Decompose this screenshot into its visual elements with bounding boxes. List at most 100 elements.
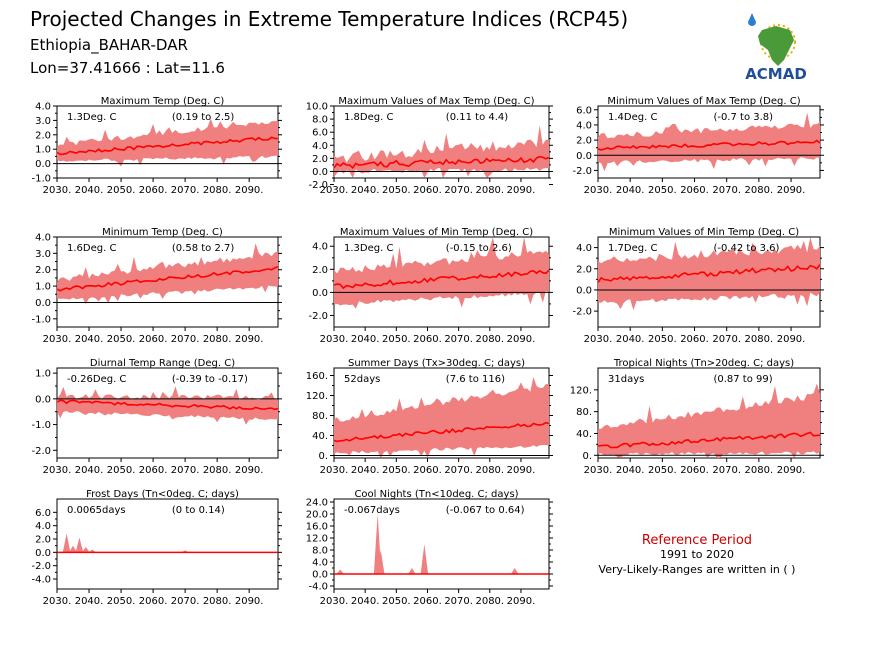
x-tick-label: 2070. — [171, 596, 200, 607]
x-tick-label: 2070. — [712, 465, 741, 476]
y-tick-label: 0.0 — [576, 285, 592, 296]
change-value: -0.26Deg. C — [67, 374, 126, 385]
x-tick-label: 2040. — [351, 334, 380, 345]
x-tick-label: 2050. — [107, 185, 136, 196]
x-tick-label: 2070. — [171, 334, 200, 345]
very-likely-range: (-0.42 to 3.6) — [713, 243, 779, 254]
x-tick-label: 2080. — [475, 465, 504, 476]
x-tick-label: 2040. — [616, 334, 645, 345]
y-tick-label: 4.0 — [312, 242, 328, 253]
change-value: 1.4Deg. C — [608, 112, 657, 123]
y-tick-label: 0.0 — [312, 288, 328, 299]
y-tick-label: 1.0 — [35, 369, 51, 380]
reference-years: 1991 to 2020 — [660, 548, 734, 561]
x-tick-label: 2050. — [382, 334, 411, 345]
very-likely-range: (-0.7 to 3.8) — [713, 112, 773, 123]
y-tick-label: 4.0 — [35, 102, 51, 113]
spike-mark-3 — [377, 550, 385, 574]
x-tick-label: 2090. — [235, 185, 264, 196]
median-line — [56, 265, 279, 292]
plot-frame — [56, 498, 279, 590]
y-tick-label: 0. — [582, 451, 592, 462]
x-tick-label: 2090. — [235, 596, 264, 607]
y-tick-label: 6.0 — [35, 508, 51, 519]
reference-period-label: Reference Period — [642, 533, 752, 548]
panel-title: Tropical Nights (Tn>20deg. C; days) — [613, 358, 794, 369]
likely-range-band — [334, 237, 549, 309]
x-tick-label: 2070. — [444, 185, 473, 196]
y-tick-label: 2.0 — [576, 136, 592, 147]
x-tick-label: 2060. — [139, 596, 168, 607]
likely-range-band — [334, 376, 549, 458]
spike-mark-1 — [62, 533, 71, 553]
x-tick-label: 2040. — [616, 185, 645, 196]
x-tick-label: 2090. — [507, 185, 536, 196]
spike-mark-1 — [336, 569, 344, 574]
likely-range-band — [57, 118, 278, 167]
x-tick-label: 2030. — [320, 596, 349, 607]
y-tick-label: 8.0 — [312, 546, 328, 557]
y-tick-label: 6.0 — [312, 128, 328, 139]
y-tick-label: 0.0 — [312, 570, 328, 581]
africa-icon — [758, 26, 794, 66]
x-tick-label: 2080. — [203, 596, 232, 607]
x-tick-label: 2040. — [351, 596, 380, 607]
x-tick-label: 2050. — [107, 334, 136, 345]
x-tick-label: 2030. — [43, 465, 72, 476]
y-tick-label: 24.0 — [306, 498, 328, 509]
panel-title: Diurnal Temp Range (Deg. C) — [90, 358, 235, 369]
change-value: 1.6Deg. C — [67, 243, 116, 254]
y-tick-label: 0.0 — [35, 159, 51, 170]
y-tick-label: -2.0 — [31, 561, 51, 572]
spike-mark-3 — [75, 537, 84, 553]
y-tick-label: 0. — [318, 451, 328, 462]
y-tick-label: 80. — [576, 407, 592, 418]
coords-label: Lon=37.41666 : Lat=11.6 — [30, 59, 225, 77]
median-line — [56, 136, 279, 156]
change-value: 0.0065days — [67, 505, 126, 516]
panel-title: Minimum Values of Min Temp (Deg. C) — [609, 227, 799, 238]
x-tick-label: 2060. — [413, 185, 442, 196]
x-tick-label: 2070. — [444, 334, 473, 345]
x-tick-label: 2050. — [648, 185, 677, 196]
y-tick-label: 3.0 — [35, 249, 51, 260]
panel-title: Minimum Temp (Deg. C) — [102, 227, 223, 238]
change-value: 52days — [344, 374, 380, 385]
x-tick-label: 2040. — [616, 465, 645, 476]
y-tick-label: -1.0 — [31, 314, 51, 325]
likely-range-band — [598, 383, 820, 458]
y-tick-label: 2.0 — [312, 154, 328, 165]
x-tick-label: 2060. — [413, 465, 442, 476]
x-tick-label: 2060. — [680, 334, 709, 345]
spike-mark-2 — [69, 545, 77, 553]
y-tick-label: 120. — [570, 385, 592, 396]
panel-title: Maximum Temp (Deg. C) — [101, 96, 225, 107]
y-tick-label: 40. — [576, 429, 592, 440]
spike-mark-4 — [81, 547, 90, 553]
very-likely-range: (-0.39 to -0.17) — [172, 374, 248, 385]
x-tick-label: 2040. — [351, 465, 380, 476]
x-tick-label: 2080. — [745, 334, 774, 345]
y-tick-label: 160. — [306, 371, 328, 382]
x-tick-label: 2060. — [680, 465, 709, 476]
x-tick-label: 2070. — [171, 465, 200, 476]
x-tick-label: 2080. — [475, 596, 504, 607]
y-tick-label: 4.0 — [576, 243, 592, 254]
x-tick-label: 2080. — [475, 185, 504, 196]
y-tick-label: 120. — [306, 391, 328, 402]
y-tick-label: -2.0 — [572, 166, 592, 177]
very-likely-range: (-0.15 to 2.6) — [446, 243, 512, 254]
x-tick-label: 2070. — [712, 334, 741, 345]
likely-range-band — [598, 112, 820, 172]
y-tick-label: 2.0 — [312, 265, 328, 276]
median-line — [333, 421, 550, 443]
x-tick-label: 2060. — [139, 334, 168, 345]
x-tick-label: 2030. — [43, 596, 72, 607]
x-tick-label: 2090. — [235, 465, 264, 476]
likely-range-band — [57, 243, 278, 305]
x-tick-label: 2040. — [75, 596, 104, 607]
x-tick-label: 2090. — [235, 334, 264, 345]
